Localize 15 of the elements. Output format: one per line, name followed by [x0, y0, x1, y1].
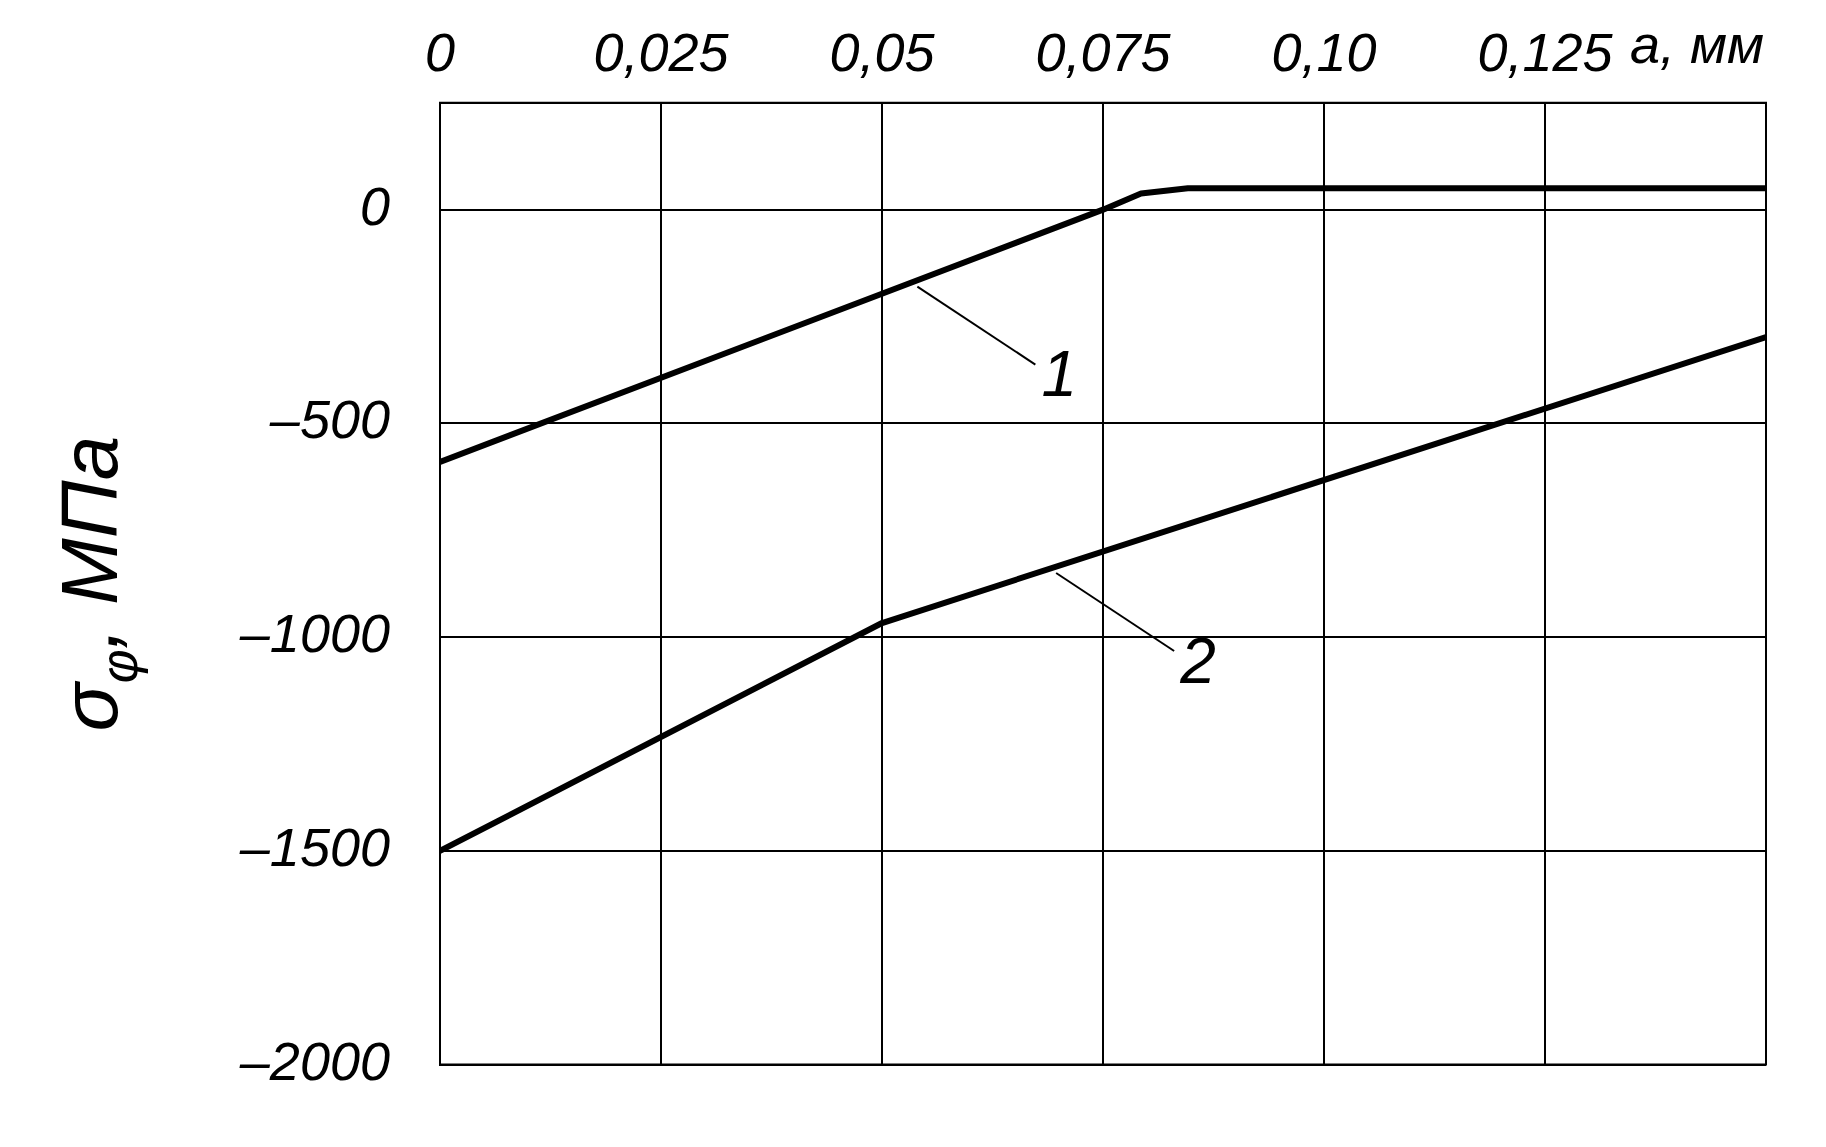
x-tick-label: 0,075: [1035, 22, 1172, 83]
x-tick-label: 0,05: [829, 22, 936, 83]
x-tick-label: 0: [424, 22, 456, 83]
y-tick-label: –500: [268, 389, 390, 450]
y-tick-label: –1500: [238, 816, 390, 877]
y-tick-label: –1000: [238, 603, 390, 664]
x-axis-title: а, мм: [1630, 14, 1765, 75]
annotation: 2: [1179, 624, 1216, 697]
y-axis-title: σφ, МПа: [45, 435, 149, 732]
x-tick-label: 0,10: [1271, 22, 1377, 83]
y-tick-label: –2000: [238, 1030, 390, 1091]
x-tick-label: 0,025: [593, 22, 730, 83]
x-tick-label: 0,125: [1477, 22, 1614, 83]
annotation: 1: [1041, 338, 1078, 411]
y-tick-label: 0: [359, 175, 390, 236]
